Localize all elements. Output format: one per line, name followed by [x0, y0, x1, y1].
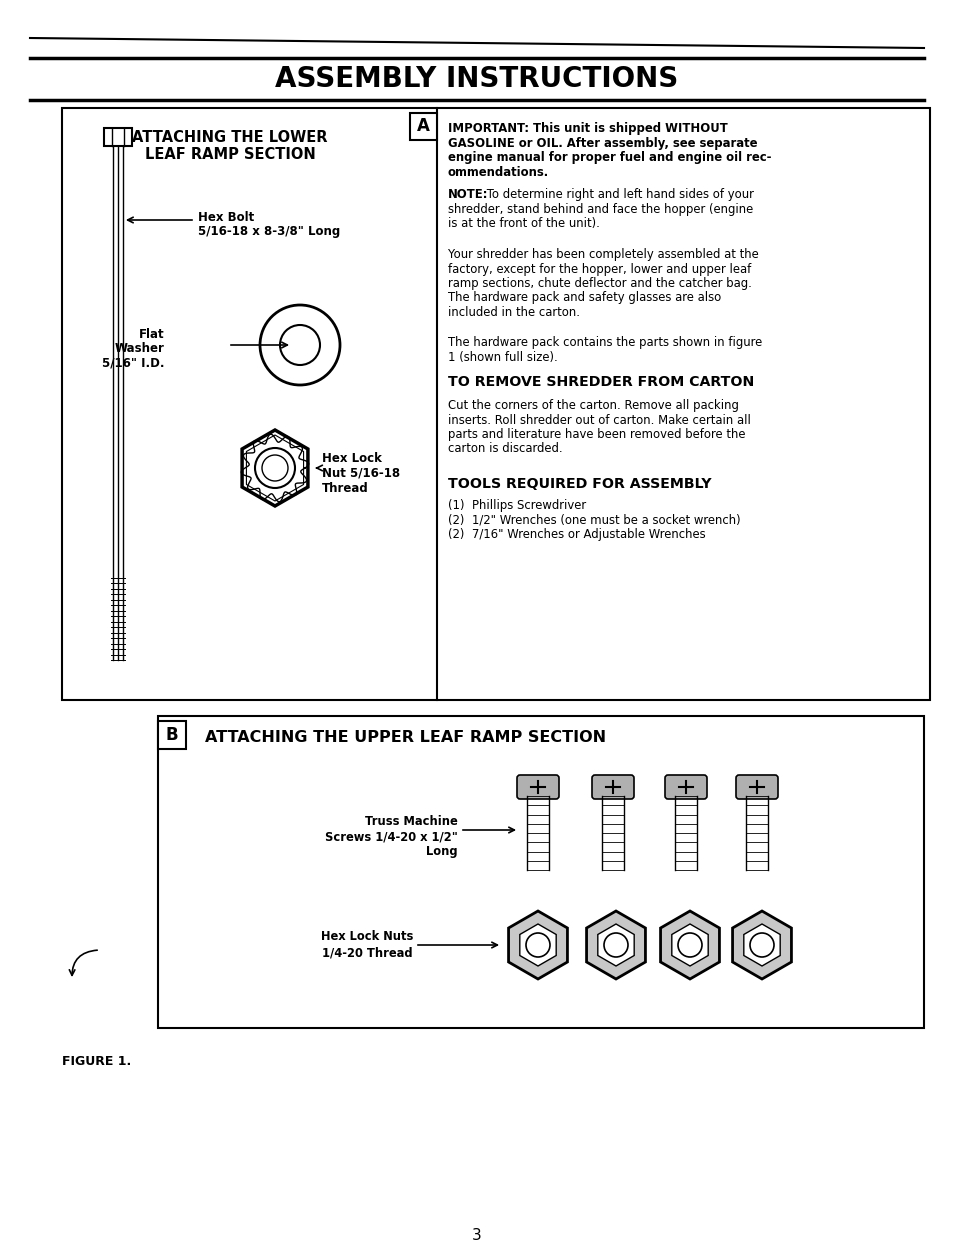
Polygon shape [732, 911, 791, 979]
Bar [104, 128, 132, 146]
FancyBboxPatch shape [517, 775, 558, 799]
Text: Truss Machine: Truss Machine [365, 815, 457, 829]
Polygon shape [671, 925, 707, 966]
Text: 1/4-20 Thread: 1/4-20 Thread [322, 946, 413, 959]
Bar [158, 716, 923, 1028]
Circle shape [678, 933, 701, 957]
Text: Thread: Thread [322, 482, 369, 495]
Text: ATTACHING THE UPPER LEAF RAMP SECTION: ATTACHING THE UPPER LEAF RAMP SECTION [205, 730, 605, 745]
Text: (2)  7/16" Wrenches or Adjustable Wrenches: (2) 7/16" Wrenches or Adjustable Wrenche… [448, 528, 705, 541]
Text: 3: 3 [472, 1229, 481, 1244]
Text: B: B [166, 726, 178, 744]
FancyBboxPatch shape [735, 775, 778, 799]
Circle shape [749, 933, 773, 957]
Text: ramp sections, chute deflector and the catcher bag.: ramp sections, chute deflector and the c… [448, 277, 751, 290]
Text: is at the front of the unit).: is at the front of the unit). [448, 217, 599, 231]
Text: TO REMOVE SHREDDER FROM CARTON: TO REMOVE SHREDDER FROM CARTON [448, 375, 754, 389]
Text: factory, except for the hopper, lower and upper leaf: factory, except for the hopper, lower an… [448, 263, 750, 275]
Text: 1 (shown full size).: 1 (shown full size). [448, 350, 558, 364]
Text: inserts. Roll shredder out of carton. Make certain all: inserts. Roll shredder out of carton. Ma… [448, 414, 750, 426]
Text: Your shredder has been completely assembled at the: Your shredder has been completely assemb… [448, 248, 758, 260]
Polygon shape [659, 911, 719, 979]
Text: Hex Lock: Hex Lock [322, 452, 381, 465]
Text: FIGURE 1.: FIGURE 1. [62, 1055, 132, 1068]
Text: parts and literature have been removed before the: parts and literature have been removed b… [448, 427, 744, 441]
Text: NOTE:: NOTE: [448, 188, 488, 201]
Text: carton is discarded.: carton is discarded. [448, 442, 562, 456]
Text: LEAF RAMP SECTION: LEAF RAMP SECTION [145, 147, 315, 162]
Text: The hardware pack contains the parts shown in figure: The hardware pack contains the parts sho… [448, 336, 761, 349]
Text: 5/16" I.D.: 5/16" I.D. [102, 356, 165, 369]
Text: Washer: Washer [115, 341, 165, 355]
Text: IMPORTANT: This unit is shipped WITHOUT: IMPORTANT: This unit is shipped WITHOUT [448, 122, 727, 135]
Circle shape [525, 933, 550, 957]
Polygon shape [598, 925, 634, 966]
Text: Nut 5/16-18: Nut 5/16-18 [322, 467, 399, 480]
Text: Long: Long [426, 845, 457, 858]
Bar [410, 113, 436, 140]
Text: GASOLINE or OIL. After assembly, see separate: GASOLINE or OIL. After assembly, see sep… [448, 137, 757, 150]
Text: Cut the corners of the carton. Remove all packing: Cut the corners of the carton. Remove al… [448, 399, 739, 412]
Text: A: A [416, 117, 430, 135]
Text: engine manual for proper fuel and engine oil rec-: engine manual for proper fuel and engine… [448, 151, 771, 164]
Text: shredder, stand behind and face the hopper (engine: shredder, stand behind and face the hopp… [448, 203, 753, 216]
Circle shape [603, 933, 627, 957]
FancyBboxPatch shape [592, 775, 634, 799]
Text: The hardware pack and safety glasses are also: The hardware pack and safety glasses are… [448, 292, 720, 304]
Text: Screws 1/4-20 x 1/2": Screws 1/4-20 x 1/2" [325, 830, 457, 844]
Text: ATTACHING THE LOWER: ATTACHING THE LOWER [132, 130, 328, 145]
Polygon shape [508, 911, 567, 979]
Text: Flat: Flat [139, 328, 165, 341]
Bar [62, 108, 929, 700]
Text: ommendations.: ommendations. [448, 166, 549, 178]
Text: Hex Lock Nuts: Hex Lock Nuts [320, 930, 413, 943]
Text: (2)  1/2" Wrenches (one must be a socket wrench): (2) 1/2" Wrenches (one must be a socket … [448, 513, 740, 527]
Text: To determine right and left hand sides of your: To determine right and left hand sides o… [482, 188, 753, 201]
Polygon shape [586, 911, 645, 979]
Text: TOOLS REQUIRED FOR ASSEMBLY: TOOLS REQUIRED FOR ASSEMBLY [448, 477, 711, 491]
Polygon shape [519, 925, 556, 966]
Text: Hex Bolt: Hex Bolt [198, 211, 254, 224]
Text: 5/16-18 x 8-3/8" Long: 5/16-18 x 8-3/8" Long [198, 226, 340, 238]
FancyBboxPatch shape [664, 775, 706, 799]
Text: ASSEMBLY INSTRUCTIONS: ASSEMBLY INSTRUCTIONS [275, 65, 678, 93]
Bar [158, 721, 186, 749]
Text: (1)  Phillips Screwdriver: (1) Phillips Screwdriver [448, 498, 585, 512]
Text: included in the carton.: included in the carton. [448, 307, 579, 319]
Polygon shape [743, 925, 780, 966]
